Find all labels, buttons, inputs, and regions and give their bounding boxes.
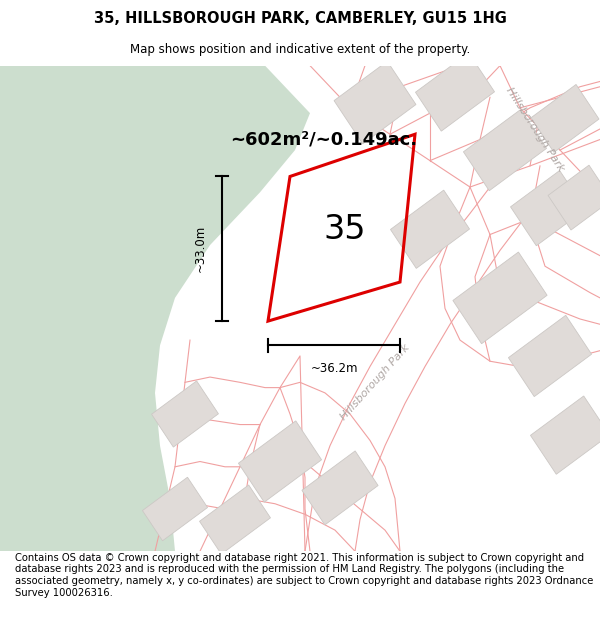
Polygon shape [0,66,310,551]
Text: Contains OS data © Crown copyright and database right 2021. This information is : Contains OS data © Crown copyright and d… [15,552,593,598]
Text: 35, HILLSBOROUGH PARK, CAMBERLEY, GU15 1HG: 35, HILLSBOROUGH PARK, CAMBERLEY, GU15 1… [94,11,506,26]
Text: Map shows position and indicative extent of the property.: Map shows position and indicative extent… [130,42,470,56]
Polygon shape [152,381,218,447]
Polygon shape [530,396,600,474]
Text: Hillsborough Park: Hillsborough Park [504,85,566,173]
Text: Hillsborough Park: Hillsborough Park [338,342,412,422]
Text: ~602m²/~0.149ac.: ~602m²/~0.149ac. [230,131,417,149]
Text: ~33.0m: ~33.0m [193,225,206,272]
Polygon shape [238,421,322,502]
Polygon shape [548,165,600,230]
Polygon shape [200,485,271,554]
Polygon shape [463,109,547,191]
Polygon shape [511,171,586,246]
Polygon shape [508,315,592,397]
Text: 35: 35 [324,213,366,246]
Polygon shape [453,252,547,344]
Polygon shape [391,190,470,268]
Polygon shape [415,53,494,131]
Polygon shape [302,451,378,525]
Text: ~36.2m: ~36.2m [310,362,358,375]
Polygon shape [531,84,599,152]
Polygon shape [142,478,208,541]
Polygon shape [334,61,416,144]
